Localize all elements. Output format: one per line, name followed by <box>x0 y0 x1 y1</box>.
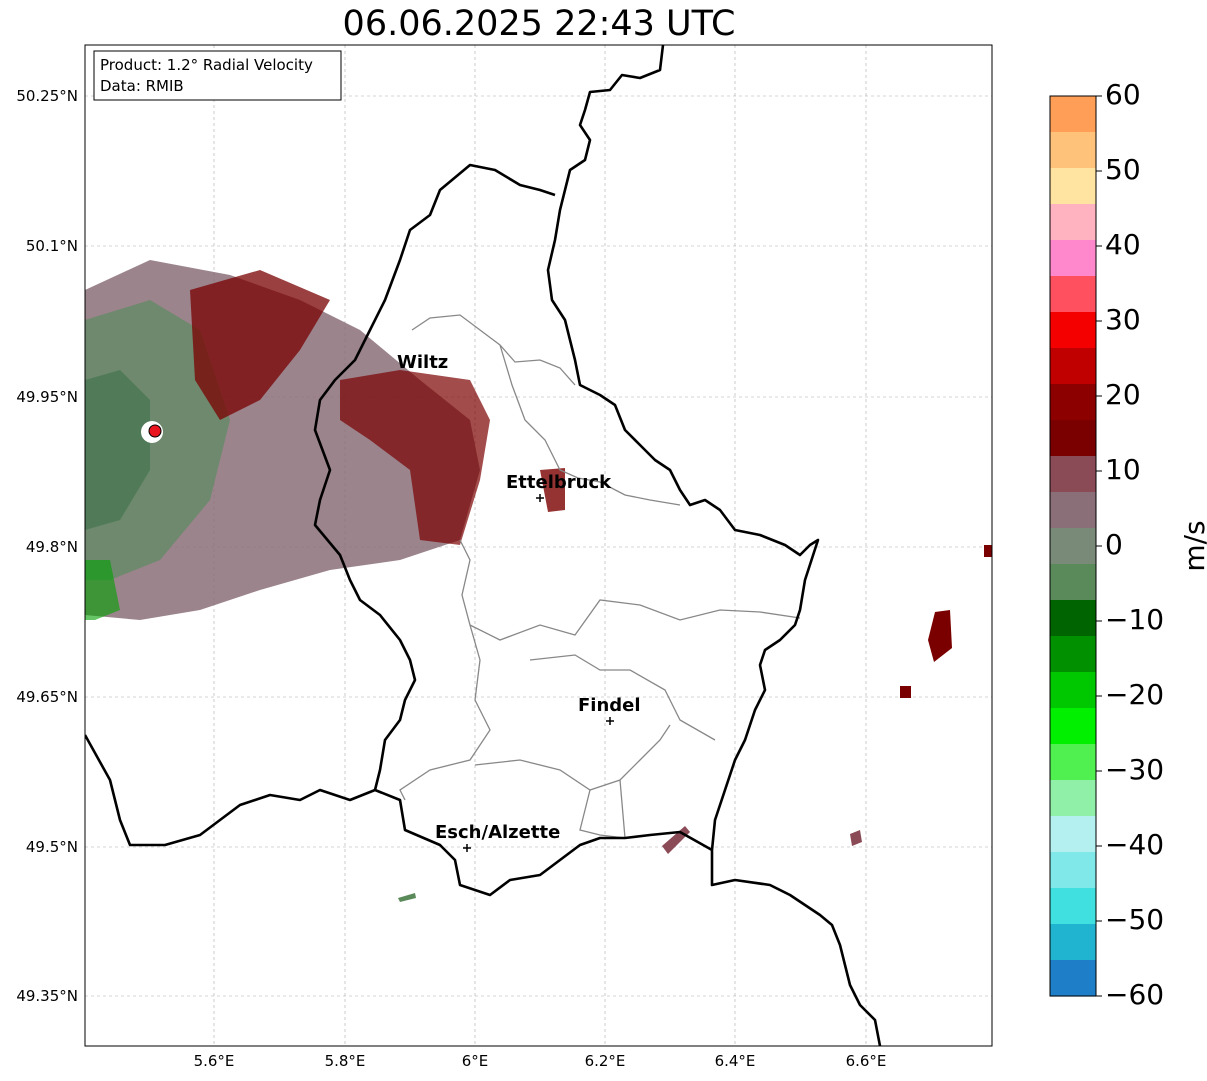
colorbar-swatch <box>1050 528 1096 565</box>
country-borders <box>85 45 882 1046</box>
radar-site-marker <box>141 421 163 443</box>
colorbar-swatch <box>1050 564 1096 601</box>
lon-label: 5.8°E <box>325 1052 366 1070</box>
colorbar-tick-label: −50 <box>1105 903 1164 936</box>
colorbar-tick-label: 10 <box>1105 453 1141 486</box>
colorbar-tick-label: 50 <box>1105 153 1141 186</box>
colorbar-swatch <box>1050 420 1096 457</box>
colorbar-tick-label: 60 <box>1105 78 1141 111</box>
colorbar-unit-label: m/s <box>1178 520 1207 571</box>
latitude-labels: 50.25°N 50.1°N 49.95°N 49.8°N 49.65°N 49… <box>16 87 78 1005</box>
colorbar-ticks: 60 50 40 30 20 10 0 −10 −20 −30 −40 −50 −60 <box>1096 78 1164 1011</box>
city-label-findel: Findel <box>578 695 641 716</box>
colorbar-swatch <box>1050 456 1096 493</box>
colorbar-swatch <box>1050 636 1096 673</box>
colorbar-tick-label: −40 <box>1105 828 1164 861</box>
canton-borders <box>399 314 801 839</box>
colorbar-swatch <box>1050 384 1096 421</box>
colorbar-swatch <box>1050 600 1096 637</box>
colorbar-swatches <box>1050 96 1096 997</box>
colorbar-swatch <box>1050 816 1096 853</box>
lat-label: 49.65°N <box>16 688 78 706</box>
colorbar-swatch <box>1050 924 1096 961</box>
colorbar-tick-label: −20 <box>1105 678 1164 711</box>
radar-echoes <box>85 260 992 902</box>
colorbar-tick-label: −60 <box>1105 978 1164 1011</box>
colorbar-swatch <box>1050 132 1096 169</box>
colorbar-tick-label: 30 <box>1105 303 1141 336</box>
colorbar-tick-label: 40 <box>1105 228 1141 261</box>
lon-label: 6°E <box>462 1052 489 1070</box>
lat-label: 49.5°N <box>26 838 78 856</box>
colorbar-tick-label: −30 <box>1105 753 1164 786</box>
colorbar-tick-label: −10 <box>1105 603 1164 636</box>
longitude-labels: 5.6°E 5.8°E 6°E 6.2°E 6.4°E 6.6°E <box>194 1052 887 1070</box>
city-label-ettelbruck: Ettelbruck <box>506 472 612 493</box>
lat-label: 50.1°N <box>26 237 78 255</box>
colorbar-swatch <box>1050 852 1096 889</box>
lon-label: 6.6°E <box>846 1052 887 1070</box>
colorbar-swatch <box>1050 240 1096 277</box>
colorbar-swatch <box>1050 348 1096 385</box>
city-markers <box>463 494 614 852</box>
colorbar-swatch <box>1050 168 1096 205</box>
lat-label: 49.8°N <box>26 538 78 556</box>
colorbar-swatch <box>1050 672 1096 709</box>
colorbar: 60 50 40 30 20 10 0 −10 −20 −30 −40 −50 −60 m/s <box>1049 78 1207 1011</box>
colorbar-tick-label: 0 <box>1105 528 1123 561</box>
colorbar-swatch <box>1050 888 1096 925</box>
lat-label: 49.35°N <box>16 987 78 1005</box>
city-label-wiltz: Wiltz <box>397 352 448 373</box>
info-product: Product: 1.2° Radial Velocity <box>100 56 313 74</box>
info-data-source: Data: RMIB <box>100 77 184 95</box>
colorbar-tick-label: 20 <box>1105 378 1141 411</box>
lon-label: 6.4°E <box>715 1052 756 1070</box>
map-frame <box>84 44 993 1047</box>
colorbar-swatch <box>1050 780 1096 817</box>
lat-label: 49.95°N <box>16 388 78 406</box>
colorbar-swatch <box>1050 492 1096 529</box>
radar-site-dot <box>148 424 162 438</box>
page-title: 06.06.2025 22:43 UTC <box>342 4 736 44</box>
colorbar-swatch <box>1050 276 1096 313</box>
colorbar-swatch <box>1050 708 1096 745</box>
lat-label: 50.25°N <box>16 87 78 105</box>
lon-label: 5.6°E <box>194 1052 235 1070</box>
colorbar-swatch <box>1050 96 1096 133</box>
colorbar-swatch <box>1050 744 1096 781</box>
colorbar-swatch <box>1050 312 1096 349</box>
colorbar-swatch <box>1050 960 1096 997</box>
info-box: Product: 1.2° Radial Velocity Data: RMIB <box>93 50 342 101</box>
city-label-esch-alzette: Esch/Alzette <box>435 822 560 843</box>
colorbar-swatch <box>1050 204 1096 241</box>
lon-label: 6.2°E <box>585 1052 626 1070</box>
